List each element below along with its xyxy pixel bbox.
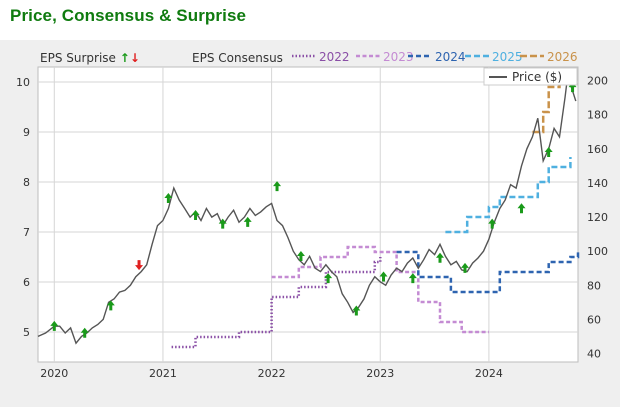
legend-year-2024: 2024 bbox=[435, 50, 466, 64]
y-right-tick-label: 40 bbox=[587, 347, 601, 360]
y-left-tick-label: 6 bbox=[23, 276, 30, 289]
y-left-tick-label: 10 bbox=[16, 76, 30, 89]
beat-arrow-marker bbox=[352, 305, 361, 316]
x-tick-label: 2020 bbox=[40, 367, 68, 380]
beat-arrow-marker bbox=[80, 327, 89, 338]
eps-consensus-label: EPS Consensus bbox=[192, 51, 283, 65]
legend-year-2022: 2022 bbox=[319, 50, 350, 64]
beat-arrow-marker bbox=[243, 216, 252, 227]
chart-title: Price, Consensus & Surprise bbox=[10, 6, 247, 25]
y-left-tick-label: 7 bbox=[23, 226, 30, 239]
arrow-down-icon: ↓ bbox=[129, 51, 140, 65]
eps-consensus-legend: EPS Consensus bbox=[192, 51, 283, 65]
beat-arrow-marker bbox=[273, 181, 282, 192]
y-right-tick-label: 60 bbox=[587, 313, 601, 326]
gridlines bbox=[37, 66, 579, 363]
year-legend: 2022 2023 2024 2025 2026 bbox=[292, 50, 578, 64]
y-right-tick-label: 100 bbox=[587, 245, 608, 258]
legend-year-2025: 2025 bbox=[492, 50, 523, 64]
price-line-group bbox=[37, 78, 577, 345]
eps-surprise-label: EPS Surprise bbox=[40, 51, 116, 65]
y-left-tick-label: 9 bbox=[23, 126, 30, 139]
eps-surprise-legend: EPS Surprise ↑↓ bbox=[40, 51, 140, 65]
x-tick-label: 2024 bbox=[475, 367, 503, 380]
beat-arrow-marker bbox=[218, 218, 227, 229]
y-right-tick-label: 200 bbox=[587, 75, 608, 88]
beat-arrow-marker bbox=[106, 300, 115, 311]
consensus-line-2024 bbox=[396, 250, 580, 294]
y-left-tick-label: 8 bbox=[23, 176, 30, 189]
beat-arrow-marker bbox=[544, 146, 553, 157]
plot-area bbox=[37, 66, 579, 363]
x-tick-label: 2023 bbox=[366, 367, 394, 380]
beat-arrow-marker bbox=[164, 193, 173, 204]
price-line bbox=[37, 78, 577, 345]
price-legend: Price ($) bbox=[483, 67, 578, 86]
consensus-line-2023 bbox=[271, 245, 489, 334]
beat-arrow-marker bbox=[488, 218, 497, 229]
y-right-tick-label: 140 bbox=[587, 177, 608, 190]
consensus-line-2025 bbox=[445, 157, 572, 234]
price-legend-label: Price ($) bbox=[512, 70, 562, 84]
price-legend-box bbox=[483, 67, 578, 86]
y-right-tick-label: 180 bbox=[587, 109, 608, 122]
x-tick-label: 2022 bbox=[258, 367, 286, 380]
legend-year-2026: 2026 bbox=[547, 50, 578, 64]
axes: 5 6 7 8 9 10 40 60 80 100 120 140 160 180 200 2020 2021 2… bbox=[16, 75, 608, 380]
y-right-tick-label: 120 bbox=[587, 211, 608, 224]
beat-arrow-marker bbox=[296, 250, 305, 261]
beat-arrow-marker bbox=[324, 273, 333, 284]
beat-arrow-marker bbox=[461, 262, 470, 273]
surprise-markers bbox=[50, 82, 577, 338]
beat-arrow-marker bbox=[517, 203, 526, 214]
beat-arrow-marker bbox=[191, 210, 200, 221]
y-left-tick-label: 5 bbox=[23, 326, 30, 339]
x-tick-label: 2021 bbox=[149, 367, 177, 380]
beat-arrow-marker bbox=[379, 271, 388, 282]
y-right-tick-label: 80 bbox=[587, 279, 601, 292]
beat-arrow-marker bbox=[50, 320, 59, 331]
beat-arrow-marker bbox=[436, 252, 445, 263]
arrow-up-icon: ↑ bbox=[119, 51, 130, 65]
y-right-tick-label: 160 bbox=[587, 143, 608, 156]
beat-arrow-marker bbox=[408, 273, 417, 284]
miss-arrow-marker bbox=[135, 260, 144, 271]
legend-year-2023: 2023 bbox=[383, 50, 414, 64]
